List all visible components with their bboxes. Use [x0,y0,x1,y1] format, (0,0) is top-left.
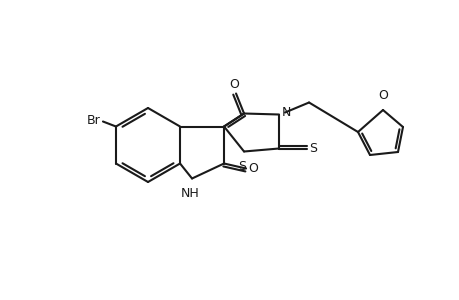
Text: Br: Br [87,114,101,127]
Text: S: S [308,142,316,155]
Text: O: O [229,77,239,91]
Text: NH: NH [180,187,199,200]
Text: N: N [281,106,291,119]
Text: S: S [237,160,246,172]
Text: O: O [377,89,387,102]
Text: O: O [247,162,257,175]
